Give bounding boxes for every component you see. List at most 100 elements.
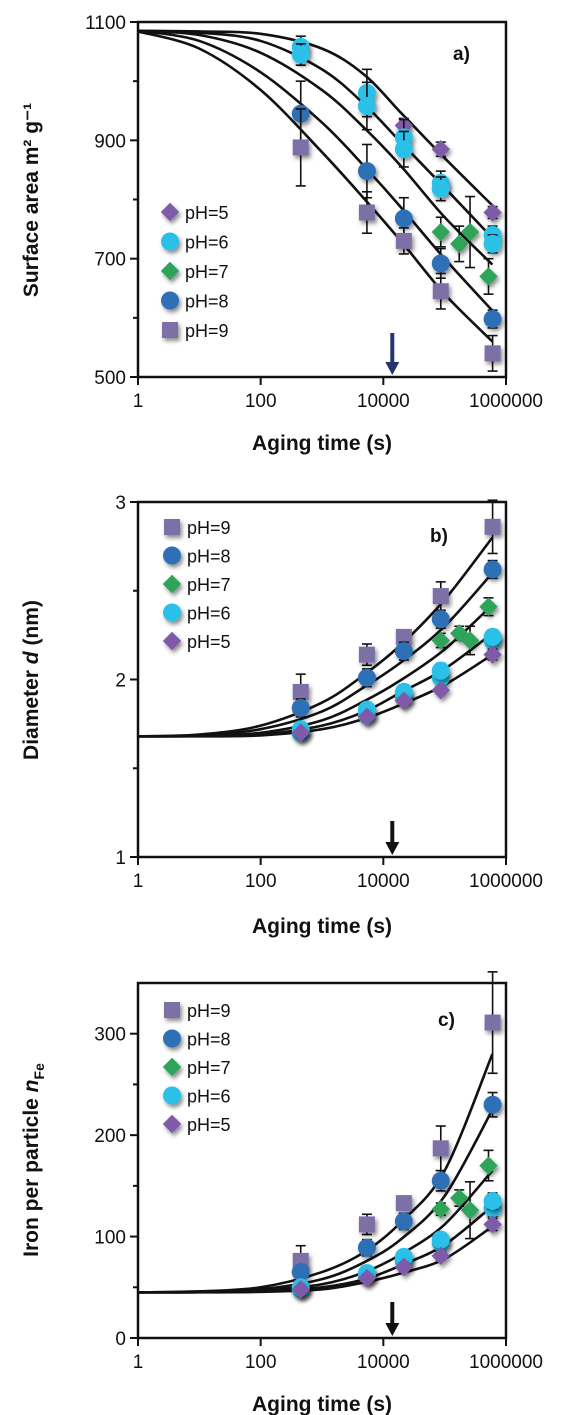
panel-b-legend: pH=9 pH=8 pH=7 pH=6 pH=5 <box>162 518 231 652</box>
panel-a-legend: pH=5 pH=6 pH=7 pH=8 pH=9 <box>160 202 229 341</box>
y-tick-label: 900 <box>94 131 126 152</box>
data-point-pH-7 <box>479 267 498 286</box>
y-tick-label: 3 <box>115 493 126 514</box>
data-point-pH-9 <box>484 518 501 535</box>
data-point-pH-7 <box>431 222 450 242</box>
panel-c-y-label-var: n <box>20 1079 43 1092</box>
data-point-pH-7 <box>450 1188 469 1208</box>
data-point-pH-6 <box>357 97 376 116</box>
data-point-pH-8 <box>431 254 450 273</box>
panel-b-y-label-main: Diameter <box>20 664 43 760</box>
y-tick-label: 700 <box>94 250 126 271</box>
data-point-pH-9 <box>358 204 375 221</box>
legend-label-pH-9: pH=9 <box>185 321 229 341</box>
fit-curve-pH-7 <box>137 29 494 266</box>
panel-c-x-axis-label: Aging time (s) <box>252 1393 392 1415</box>
panel-b-y-axis-label: Diameter d (nm) <box>20 600 43 760</box>
panel-c-plot-frame <box>136 981 508 1340</box>
data-point-pH-9 <box>432 1140 449 1157</box>
data-point-pH-6 <box>483 234 502 253</box>
panel-b-y-label-unit: (nm) <box>20 600 43 651</box>
legend-label-pH-5: pH=5 <box>185 203 229 223</box>
legend-marker-pH-7 <box>162 1057 182 1077</box>
data-point-pH-7 <box>460 1201 480 1220</box>
panel-c-legend: pH=9 pH=8 pH=7 pH=6 pH=5 <box>162 1001 231 1135</box>
data-point-pH-5 <box>357 707 377 726</box>
y-tick-label: 100 <box>94 1228 126 1249</box>
legend-marker-pH-6 <box>161 232 179 251</box>
legend-marker-pH-5 <box>162 631 182 651</box>
data-point-pH-8 <box>483 310 502 329</box>
arrow-head <box>385 1323 400 1336</box>
arrow-head <box>385 362 400 375</box>
panel-b-arrow <box>385 821 400 855</box>
x-tick-label: 100 <box>245 391 277 412</box>
data-point-pH-6 <box>394 1247 413 1266</box>
panel-a-arrow <box>385 333 400 375</box>
legend-label-pH-6: pH=6 <box>185 233 229 253</box>
legend-marker-pH-5 <box>162 1114 182 1134</box>
legend-marker-pH-6 <box>163 603 181 622</box>
panel-c-arrow <box>385 1302 400 1336</box>
x-tick-label: 10000 <box>357 871 410 892</box>
panel-c-data-points <box>291 971 502 1299</box>
legend-marker-pH-8 <box>163 546 181 565</box>
data-point-pH-9 <box>358 1216 375 1233</box>
panel-a-x-axis-label: Aging time (s) <box>252 432 392 455</box>
panel-b-data-points <box>291 499 502 742</box>
data-point-pH-9 <box>358 646 375 663</box>
legend-label-pH-7: pH=7 <box>187 1058 231 1078</box>
legend-label-pH-5: pH=5 <box>187 1115 231 1135</box>
panel-c-y-label-main: Iron per particle <box>20 1092 43 1257</box>
panel-b-x-axis-label: Aging time (s) <box>252 915 392 938</box>
y-tick-label: 500 <box>94 368 126 389</box>
data-point-pH-8 <box>483 1095 502 1114</box>
data-point-pH-5 <box>291 1280 310 1299</box>
legend-label-pH-5: pH=5 <box>187 632 231 652</box>
data-point-pH-5 <box>431 1246 450 1266</box>
fit-curve-pH-8 <box>137 1109 494 1294</box>
legend-marker-pH-8 <box>163 1029 181 1048</box>
x-tick-label: 100 <box>245 1352 277 1373</box>
data-point-pH-6 <box>483 627 502 646</box>
data-point-pH-6 <box>431 661 450 680</box>
x-tick-label: 10000 <box>357 391 410 412</box>
x-tick-label: 1000000 <box>469 391 543 412</box>
x-tick-label: 100 <box>245 871 277 892</box>
legend-marker-pH-9 <box>162 322 178 338</box>
legend-label-pH-8: pH=8 <box>185 292 229 312</box>
x-tick-label: 1000000 <box>469 1352 543 1373</box>
panel-c-y-axis-label: Iron per particle nFe <box>20 1063 47 1257</box>
y-tick-label: 1100 <box>85 13 126 34</box>
data-point-pH-8 <box>431 1171 450 1190</box>
legend-label-pH-8: pH=8 <box>187 547 231 567</box>
data-point-pH-8 <box>394 642 413 661</box>
data-point-pH-9 <box>292 139 309 156</box>
legend-label-pH-6: pH=6 <box>187 604 231 624</box>
data-point-pH-6 <box>291 45 310 64</box>
legend-marker-pH-8 <box>161 291 179 310</box>
panel-b-y-label-var: d <box>20 650 43 664</box>
panel-c-label: c) <box>438 1010 455 1031</box>
x-tick-label: 10000 <box>357 1352 410 1373</box>
data-point-pH-8 <box>394 209 413 228</box>
data-point-pH-9 <box>432 588 449 605</box>
panel-b-ticks: 1 100 10000 1000000 1 2 3 <box>115 493 543 892</box>
data-point-pH-6 <box>431 1230 450 1249</box>
panel-b-label: b) <box>430 526 448 547</box>
data-point-pH-5 <box>291 723 310 742</box>
data-point-pH-6 <box>394 140 413 159</box>
data-point-pH-7 <box>479 1156 498 1175</box>
legend-label-pH-9: pH=9 <box>187 518 231 538</box>
data-point-pH-7 <box>431 631 450 650</box>
data-point-pH-5 <box>483 203 502 222</box>
data-point-pH-5 <box>357 1268 377 1288</box>
legend-marker-pH-5 <box>160 202 180 222</box>
legend-marker-pH-7 <box>160 261 180 281</box>
data-point-pH-8 <box>357 668 376 687</box>
panel-a-label: a) <box>453 44 470 65</box>
data-point-pH-8 <box>291 1263 310 1282</box>
